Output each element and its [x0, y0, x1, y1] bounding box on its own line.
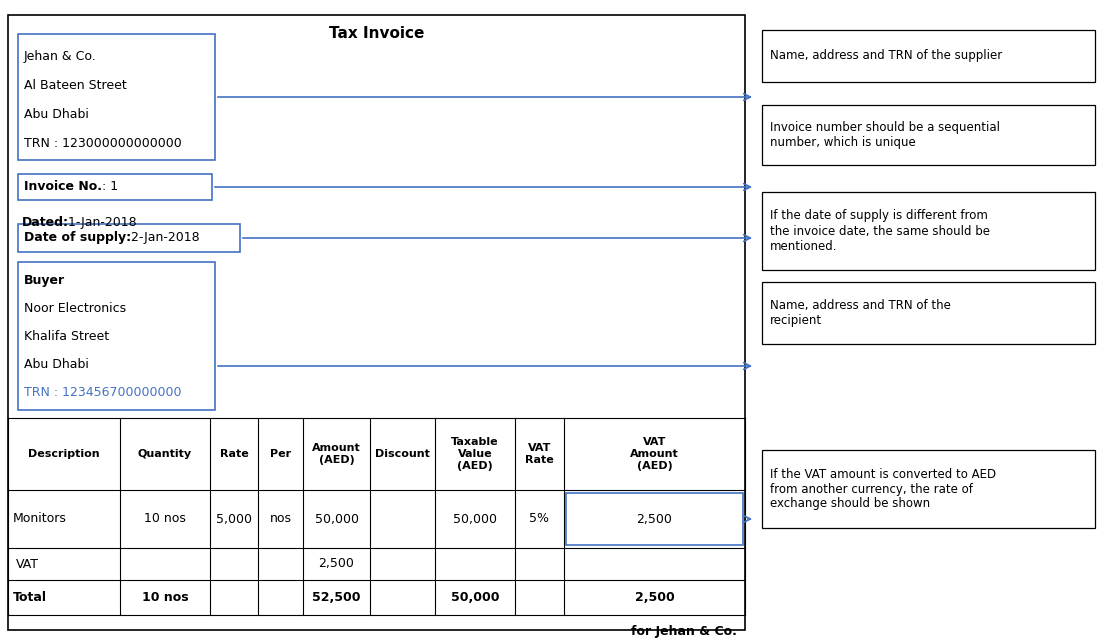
Bar — [18, 262, 215, 410]
Text: 50,000: 50,000 — [314, 512, 358, 525]
Text: Name, address and TRN of the
recipient: Name, address and TRN of the recipient — [770, 299, 951, 327]
Text: TRN : 123000000000000: TRN : 123000000000000 — [24, 137, 182, 150]
Bar — [762, 282, 1095, 344]
Text: 5%: 5% — [529, 512, 549, 525]
Text: Per: Per — [270, 449, 291, 459]
Text: 2,500: 2,500 — [636, 512, 673, 525]
Bar — [566, 493, 743, 545]
Bar — [762, 450, 1095, 528]
Text: Discount: Discount — [375, 449, 430, 459]
Bar — [762, 105, 1095, 165]
Text: Rate: Rate — [219, 449, 248, 459]
Text: 2,500: 2,500 — [634, 591, 674, 604]
Bar — [18, 224, 240, 252]
Text: If the date of supply is different from
the invoice date, the same should be
men: If the date of supply is different from … — [770, 210, 990, 253]
Bar — [762, 192, 1095, 270]
Text: for Jehan & Co.: for Jehan & Co. — [631, 625, 737, 638]
Text: 10 nos: 10 nos — [144, 512, 186, 525]
Text: Dated:: Dated: — [22, 216, 69, 229]
Text: Buyer: Buyer — [24, 274, 65, 287]
Bar — [18, 34, 215, 160]
Text: Jehan & Co.: Jehan & Co. — [24, 50, 97, 63]
Text: If the VAT amount is converted to AED
from another currency, the rate of
exchang: If the VAT amount is converted to AED fr… — [770, 467, 996, 511]
Text: 2-Jan-2018: 2-Jan-2018 — [127, 231, 200, 244]
Text: Tax Invoice: Tax Invoice — [329, 26, 425, 41]
Text: VAT
Rate: VAT Rate — [525, 443, 554, 465]
Text: 1-Jan-2018: 1-Jan-2018 — [64, 216, 137, 229]
Text: Monitors: Monitors — [13, 512, 67, 525]
Text: TRN : 123456700000000: TRN : 123456700000000 — [24, 386, 182, 399]
Text: Noor Electronics: Noor Electronics — [24, 302, 126, 315]
Text: Al Bateen Street: Al Bateen Street — [24, 79, 127, 92]
Text: 10 nos: 10 nos — [141, 591, 189, 604]
Text: Khalifa Street: Khalifa Street — [24, 330, 109, 343]
Bar — [762, 30, 1095, 82]
Text: Taxable
Value
(AED): Taxable Value (AED) — [451, 437, 499, 471]
Text: VAT: VAT — [17, 557, 39, 570]
Text: Description: Description — [29, 449, 99, 459]
Bar — [8, 15, 745, 630]
Text: Abu Dhabi: Abu Dhabi — [24, 358, 89, 371]
Text: 50,000: 50,000 — [451, 591, 500, 604]
Text: Amount
(AED): Amount (AED) — [312, 443, 361, 465]
Text: 50,000: 50,000 — [453, 512, 497, 525]
Text: 2,500: 2,500 — [319, 557, 354, 570]
Text: 5,000: 5,000 — [216, 512, 251, 525]
Text: Quantity: Quantity — [138, 449, 192, 459]
Text: Date of supply:: Date of supply: — [24, 231, 131, 244]
Text: nos: nos — [269, 512, 291, 525]
Text: 52,500: 52,500 — [312, 591, 361, 604]
Text: Abu Dhabi: Abu Dhabi — [24, 108, 89, 121]
Bar — [18, 174, 212, 200]
Text: Name, address and TRN of the supplier: Name, address and TRN of the supplier — [770, 50, 1003, 62]
Text: Invoice No.: Invoice No. — [24, 181, 101, 194]
Text: Invoice number should be a sequential
number, which is unique: Invoice number should be a sequential nu… — [770, 121, 1000, 149]
Text: VAT
Amount
(AED): VAT Amount (AED) — [630, 437, 678, 471]
Text: Total: Total — [13, 591, 47, 604]
Text: : 1: : 1 — [98, 181, 118, 194]
